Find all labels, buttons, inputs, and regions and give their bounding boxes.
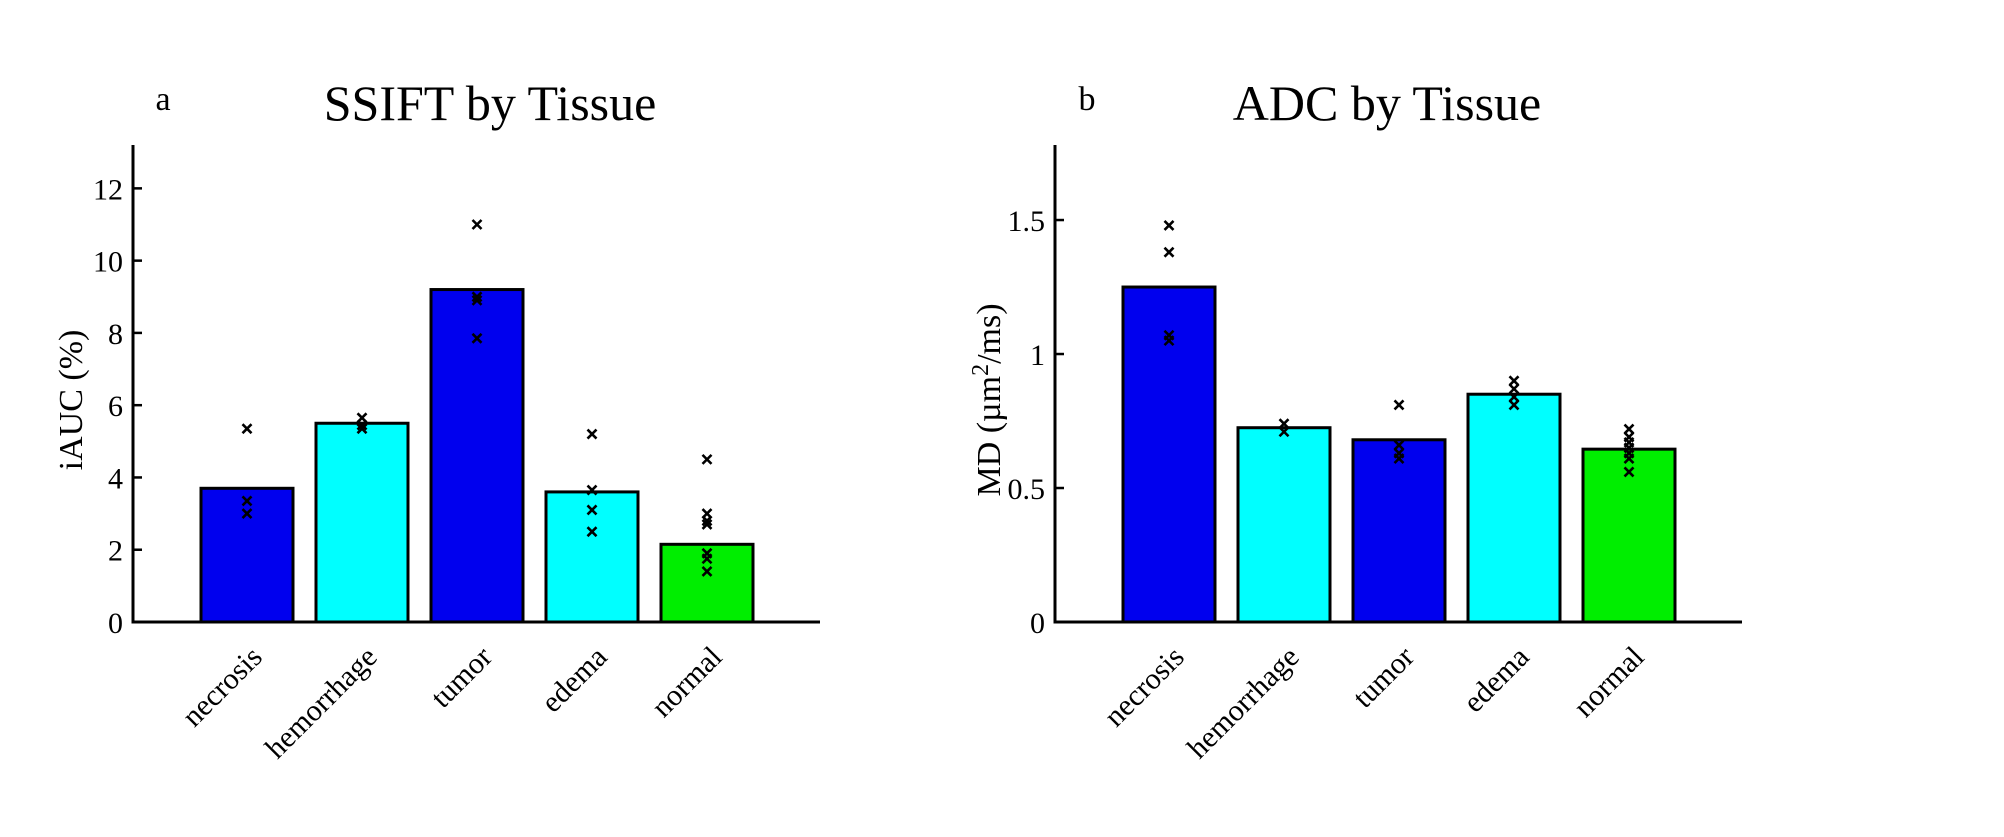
data-point-tumor (1393, 439, 1405, 451)
data-point-normal (1623, 423, 1635, 435)
data-point-tumor (1393, 453, 1405, 464)
data-point-necrosis (241, 508, 253, 520)
x-tick-label-tumor: tumor (1347, 640, 1421, 714)
x-tick-label-edema: edema (1457, 640, 1536, 719)
data-point-necrosis (1163, 335, 1175, 347)
x-tick-label-necrosis: necrosis (176, 640, 269, 733)
data-point-tumor (1393, 399, 1405, 411)
panel-a-points (241, 219, 713, 577)
data-point-edema (586, 428, 598, 440)
data-point-edema (1508, 375, 1520, 387)
data-point-edema (1508, 391, 1520, 403)
x-tick-label-normal: normal (1567, 640, 1650, 723)
data-point-normal (1623, 453, 1635, 464)
panel-b-ylabel-suffix: /ms) (971, 303, 1008, 363)
bar-edema (1466, 392, 1562, 624)
panel-a-ylabel: iAUC (%) (53, 330, 90, 471)
panel-a-yticks: 0 2 4 6 8 10 12 (93, 173, 142, 640)
x-tick-label-hemorrhage: hemorrhage (1181, 640, 1306, 765)
y-tick-label: 8 (108, 318, 123, 351)
y-tick-label: 0 (108, 607, 123, 640)
y-tick-label: 6 (108, 390, 123, 423)
data-point-tumor (471, 291, 483, 303)
bar-necrosis (199, 486, 295, 624)
data-point-necrosis (241, 423, 253, 435)
panel-a-bars (199, 288, 755, 624)
y-tick-label: 12 (93, 173, 123, 206)
y-tick-label: 10 (93, 246, 123, 279)
x-tick-label-necrosis: necrosis (1098, 640, 1191, 733)
data-point-hemorrhage (356, 419, 368, 431)
data-point-edema (1508, 399, 1520, 411)
data-point-normal (1623, 466, 1635, 478)
panel-a-title: SSIFT by Tissue (324, 75, 657, 131)
data-point-hemorrhage (356, 423, 368, 435)
data-point-normal (701, 565, 713, 577)
bar-normal (659, 542, 755, 624)
y-tick-label: 0.5 (1008, 473, 1046, 506)
panel-b-ylabel-sup: 2 (968, 364, 994, 376)
y-tick-label: 0 (1030, 607, 1045, 640)
panel-b-points (1163, 219, 1635, 478)
data-point-necrosis (1163, 219, 1175, 231)
data-point-hemorrhage (1278, 426, 1290, 438)
panel-a-label: a (155, 81, 170, 118)
panel-b-adc-chart: b ADC by Tissue MD (µm2/ms) 0 0.5 1 1.5 nec… (968, 75, 1742, 765)
panel-b-ylabel: MD (µm2/ms) (968, 303, 1008, 496)
bar-tumor (429, 288, 525, 624)
data-point-normal (701, 515, 713, 527)
y-tick-label: 2 (108, 535, 123, 568)
bar-hemorrhage (1236, 426, 1332, 624)
panel-b-bars (1121, 285, 1677, 624)
panel-b-ylabel-prefix: MD (µm (971, 376, 1008, 497)
data-point-tumor (471, 219, 483, 230)
panel-b-title: ADC by Tissue (1233, 75, 1541, 131)
bar-normal (1581, 447, 1677, 624)
data-point-edema (586, 504, 598, 516)
bar-tumor (1351, 438, 1447, 624)
data-point-normal (701, 519, 713, 530)
bar-necrosis (1121, 285, 1217, 624)
panel-b-axes (1053, 145, 1742, 624)
x-tick-label-hemorrhage: hemorrhage (259, 640, 384, 765)
data-point-tumor (471, 332, 483, 344)
x-tick-label-tumor: tumor (425, 640, 499, 714)
y-tick-label: 4 (108, 462, 123, 495)
y-tick-label: 1 (1030, 339, 1045, 372)
y-tick-label: 1.5 (1008, 205, 1046, 238)
panel-b-yticks: 0 0.5 1 1.5 (1008, 205, 1064, 640)
panel-a-axes (131, 145, 820, 624)
data-point-necrosis (241, 495, 253, 507)
data-point-hemorrhage (1278, 418, 1290, 430)
panel-b-label: b (1079, 81, 1096, 118)
panel-a-ssift-chart: a SSIFT by Tissue iAUC (%) 0 2 4 6 8 10 12 nec… (53, 75, 820, 765)
data-point-edema (1508, 383, 1520, 395)
x-tick-label-normal: normal (645, 640, 728, 723)
data-point-normal (701, 453, 713, 465)
data-point-edema (586, 484, 598, 496)
bar-hemorrhage (314, 421, 410, 624)
bar-edema (544, 490, 640, 624)
data-point-necrosis (1163, 246, 1175, 258)
x-tick-label-edema: edema (535, 640, 614, 719)
data-point-edema (586, 526, 598, 538)
data-point-tumor (471, 294, 483, 306)
data-point-normal (701, 553, 713, 565)
